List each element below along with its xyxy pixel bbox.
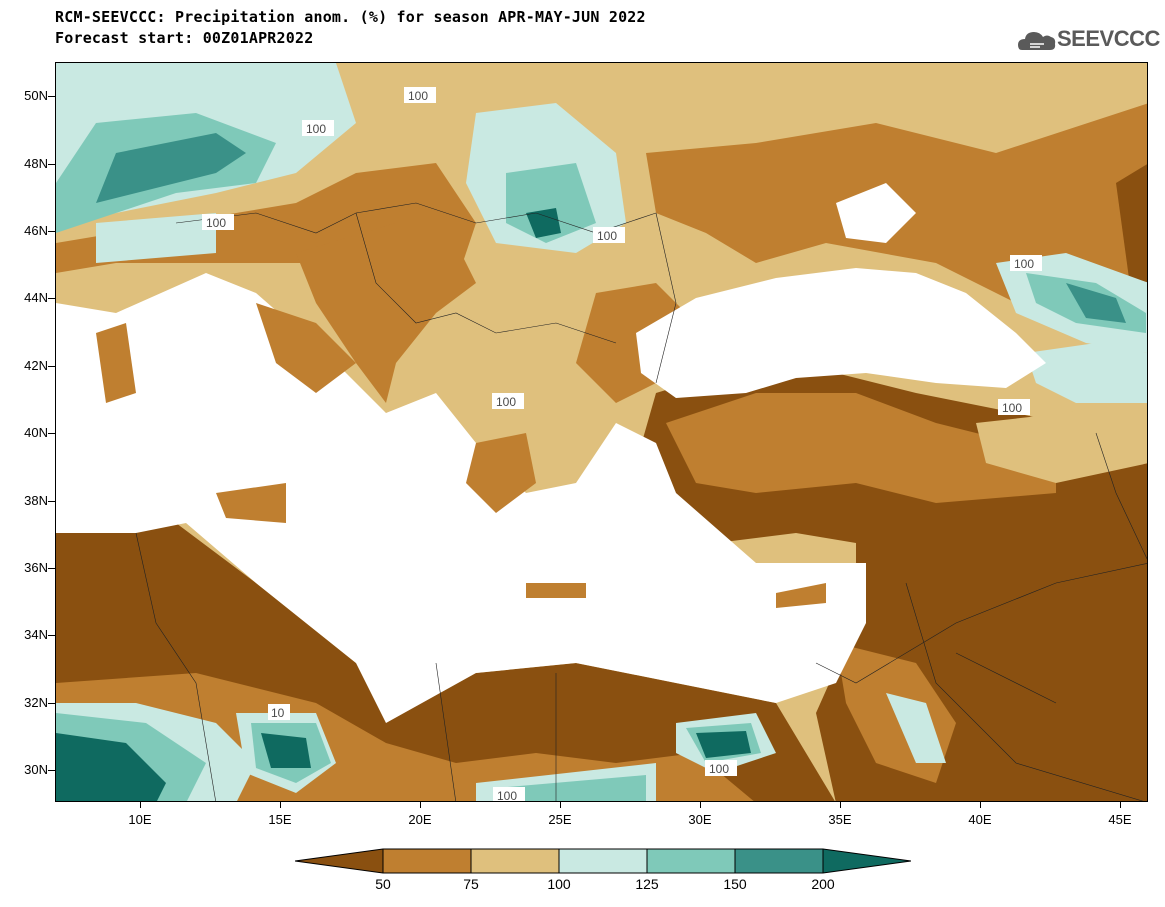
- longitude-tick-label: 35E: [828, 812, 852, 827]
- anomaly-75-100-region: [976, 393, 1147, 483]
- latitude-tick: [48, 433, 55, 434]
- longitude-tick: [560, 802, 561, 808]
- longitude-tick: [420, 802, 421, 808]
- contour-label-100: 100: [1014, 257, 1034, 271]
- contour-label-100: 100: [709, 762, 729, 776]
- latitude-tick-label: 50N: [24, 88, 48, 103]
- precipitation-anomaly-map: 100 100 100 100 100 100 100 100 100 10: [55, 62, 1148, 802]
- longitude-tick: [980, 802, 981, 808]
- longitude-tick-label: 10E: [128, 812, 152, 827]
- anomaly-above-200-region: [696, 731, 751, 758]
- latitude-tick-label: 32N: [24, 695, 48, 710]
- anomaly-above-200-region: [261, 733, 311, 768]
- longitude-tick-label: 15E: [268, 812, 292, 827]
- latitude-tick-label: 48N: [24, 156, 48, 171]
- cyprus: [776, 583, 826, 608]
- colorbar-label: 75: [463, 876, 479, 892]
- crete: [526, 583, 586, 598]
- latitude-tick-label: 36N: [24, 560, 48, 575]
- latitude-tick-label: 30N: [24, 762, 48, 777]
- longitude-tick-label: 20E: [408, 812, 432, 827]
- black-sea: [636, 268, 1046, 398]
- latitude-tick: [48, 366, 55, 367]
- colorbar-segment: [383, 849, 471, 873]
- sicily: [216, 483, 286, 523]
- contour-label-100: 100: [597, 229, 617, 243]
- latitude-tick-label: 40N: [24, 425, 48, 440]
- colorbar-label: 50: [375, 876, 391, 892]
- italy-mainland: [256, 303, 356, 393]
- anomaly-100-125-region: [96, 213, 216, 263]
- anomaly-150-200-region: [96, 133, 246, 203]
- colorbar-segment: [471, 849, 559, 873]
- longitude-tick-label: 40E: [968, 812, 992, 827]
- contour-label-100: 100: [306, 122, 326, 136]
- longitude-tick: [280, 802, 281, 808]
- latitude-tick-label: 34N: [24, 627, 48, 642]
- anomaly-100-125-region: [886, 693, 946, 763]
- anomaly-50-75-region: [576, 283, 696, 403]
- contour-labels: 100 100 100 100 100 100 100 100 100 10: [202, 87, 1042, 802]
- colorbar-label: 125: [635, 876, 659, 892]
- colorbar: [295, 848, 911, 874]
- longitude-tick: [1120, 802, 1121, 808]
- latitude-tick: [48, 770, 55, 771]
- longitude-tick: [140, 802, 141, 808]
- colorbar-label: 150: [723, 876, 747, 892]
- map-title: RCM-SEEVCCC: Precipitation anom. (%) for…: [55, 8, 646, 26]
- latitude-tick-label: 42N: [24, 358, 48, 373]
- anomaly-above-200-region: [526, 208, 561, 238]
- latitude-tick-label: 38N: [24, 493, 48, 508]
- greece-peninsula: [466, 433, 536, 513]
- anomaly-50-75-region: [666, 393, 1056, 503]
- longitude-tick: [840, 802, 841, 808]
- latitude-tick: [48, 703, 55, 704]
- colorbar-label: 200: [811, 876, 835, 892]
- anomaly-125-150-region: [496, 775, 646, 801]
- longitude-tick-label: 25E: [548, 812, 572, 827]
- latitude-tick: [48, 164, 55, 165]
- colorbar-segment: [559, 849, 647, 873]
- sea-of-azov: [836, 183, 916, 243]
- latitude-tick: [48, 635, 55, 636]
- seevccc-logo-text: SEEVCCC: [1057, 26, 1160, 51]
- contour-label-100: 100: [206, 216, 226, 230]
- colorbar-segment: [735, 849, 823, 873]
- colorbar-segment: [823, 849, 911, 873]
- forecast-start-label: Forecast start: 00Z01APR2022: [55, 29, 314, 47]
- mediterranean-sea: [56, 273, 866, 723]
- longitude-tick-label: 45E: [1108, 812, 1132, 827]
- cloud-icon: [1018, 32, 1056, 50]
- contour-label-100: 100: [408, 89, 428, 103]
- colorbar-segment: [295, 849, 383, 873]
- contour-label-10: 10: [271, 706, 285, 720]
- latitude-tick: [48, 568, 55, 569]
- anomaly-100-125-region: [1026, 343, 1147, 403]
- corsica-sardinia: [96, 323, 136, 403]
- anomaly-above-200-region: [56, 733, 166, 801]
- anomaly-50-75-region: [296, 223, 476, 403]
- longitude-tick: [700, 802, 701, 808]
- latitude-tick: [48, 96, 55, 97]
- contour-label-100: 100: [1002, 401, 1022, 415]
- country-borders: [135, 202, 1147, 801]
- latitude-tick-label: 46N: [24, 223, 48, 238]
- colorbar-segment: [647, 849, 735, 873]
- contour-label-100: 100: [496, 395, 516, 409]
- longitude-tick-label: 30E: [688, 812, 712, 827]
- latitude-tick: [48, 231, 55, 232]
- contour-label-100: 100: [497, 789, 517, 802]
- latitude-tick: [48, 501, 55, 502]
- latitude-tick-label: 44N: [24, 290, 48, 305]
- anomaly-below-50-region: [1116, 164, 1147, 311]
- anomaly-150-200-region: [1066, 283, 1126, 323]
- anomaly-125-150-region: [506, 163, 596, 243]
- colorbar-label: 100: [547, 876, 571, 892]
- latitude-tick: [48, 298, 55, 299]
